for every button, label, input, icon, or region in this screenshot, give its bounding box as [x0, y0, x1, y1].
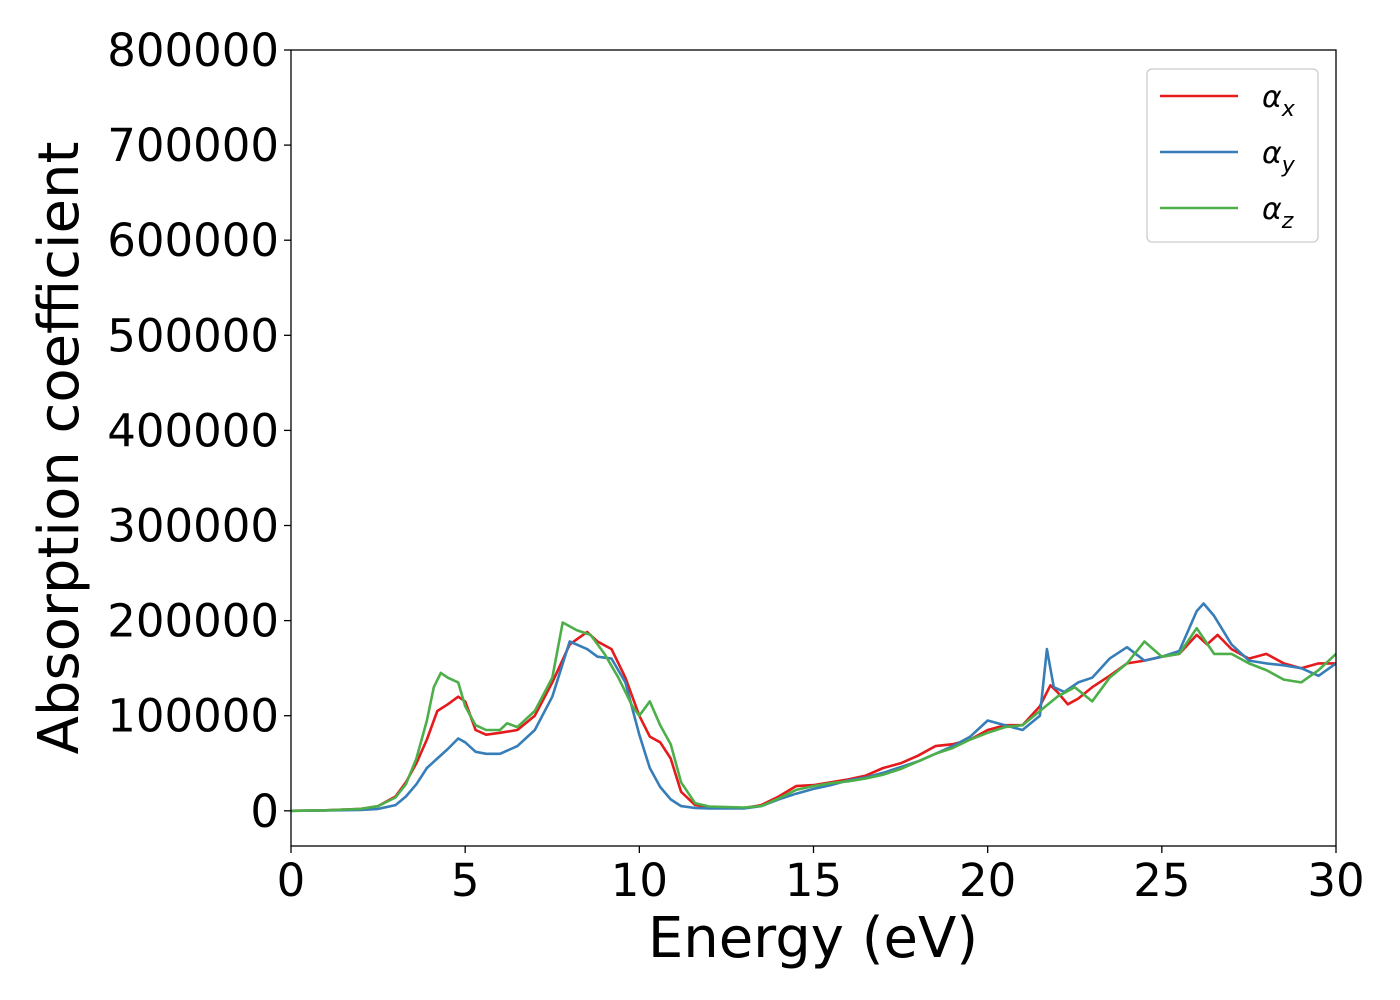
x-tick-label: 5 [451, 854, 480, 907]
x-tick-label: 10 [611, 854, 668, 907]
y-tick-label: 800000 [107, 24, 279, 77]
series-lines [291, 602, 1336, 813]
y-tick-label: 700000 [107, 119, 279, 172]
y-axis-label: Absorption coefficient [27, 142, 92, 755]
series-line-x [291, 630, 1336, 813]
y-tick-label: 200000 [107, 595, 279, 648]
x-tick-label: 20 [959, 854, 1016, 907]
y-tick-label: 0 [250, 785, 279, 838]
x-tick-label: 30 [1307, 854, 1364, 907]
x-tick-label: 25 [1133, 854, 1190, 907]
y-tick-label: 600000 [107, 214, 279, 267]
series-line-z [291, 621, 1336, 813]
x-axis-label: Energy (eV) [648, 906, 978, 971]
x-tick-label: 0 [277, 854, 306, 907]
y-tick-label: 300000 [107, 500, 279, 553]
y-axis: 0 100000 200000 300000 400000 500000 600000 700… [107, 24, 291, 838]
y-tick-label: 100000 [107, 690, 279, 743]
y-tick-label: 500000 [107, 309, 279, 362]
x-axis: 0 5 10 15 20 25 30 [277, 846, 1365, 907]
y-tick-label: 400000 [107, 404, 279, 457]
series-line-y [291, 602, 1336, 813]
legend-box [1146, 68, 1319, 243]
x-tick-label: 15 [785, 854, 842, 907]
